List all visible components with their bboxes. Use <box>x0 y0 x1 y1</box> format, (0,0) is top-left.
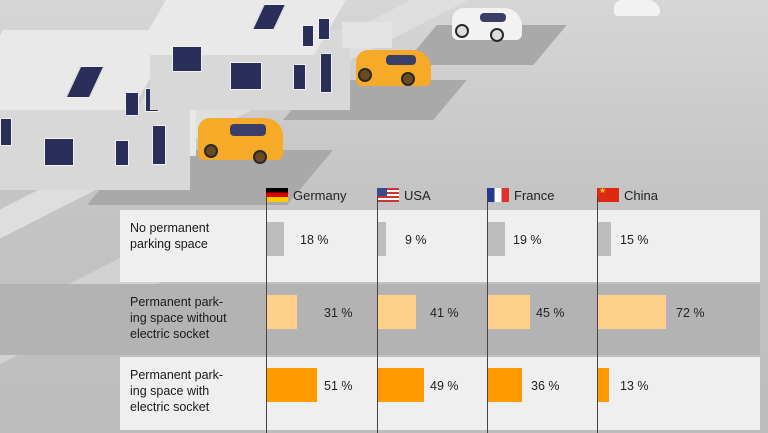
flag-germany-icon <box>266 188 288 202</box>
bar-no-parking-usa <box>378 222 386 256</box>
value-with-socket-germany: 51 % <box>324 379 353 393</box>
bar-without-socket-germany <box>267 295 297 329</box>
flag-france-icon <box>487 188 509 202</box>
value-no-parking-china: 15 % <box>620 233 649 247</box>
label-line: ing space without <box>130 311 227 325</box>
column-header-france: France <box>487 186 554 204</box>
column-label: Germany <box>293 187 347 203</box>
column-header-germany: Germany <box>266 186 346 204</box>
label-line: Permanent park- <box>130 368 224 382</box>
bar-no-parking-china <box>598 222 611 256</box>
column-header-usa: USA <box>377 186 431 204</box>
column-divider <box>266 196 267 433</box>
row-label-no-parking: No permanent parking space <box>130 220 209 252</box>
value-with-socket-china: 13 % <box>620 379 649 393</box>
value-without-socket-germany: 31 % <box>324 306 353 320</box>
column-header-china: China <box>597 186 658 204</box>
label-line: Permanent park- <box>130 295 224 309</box>
value-no-parking-france: 19 % <box>513 233 542 247</box>
orange-car-2 <box>356 50 431 86</box>
row-no-parking-bg <box>120 210 760 282</box>
value-with-socket-france: 36 % <box>531 379 560 393</box>
row-label-without-socket: Permanent park- ing space without electr… <box>130 294 227 342</box>
bar-no-parking-france <box>488 222 505 256</box>
value-no-parking-usa: 9 % <box>405 233 427 247</box>
orange-car-1 <box>198 118 283 164</box>
column-label: China <box>624 187 658 203</box>
column-divider <box>377 196 378 433</box>
white-car-2 <box>614 0 660 16</box>
bar-with-socket-china <box>598 368 609 402</box>
label-line: ing space with <box>130 384 210 398</box>
bar-with-socket-usa <box>378 368 424 402</box>
column-divider <box>487 196 488 433</box>
value-without-socket-france: 45 % <box>536 306 565 320</box>
label-line: parking space <box>130 237 208 251</box>
value-with-socket-usa: 49 % <box>430 379 459 393</box>
value-no-parking-germany: 18 % <box>300 233 329 247</box>
bar-no-parking-germany <box>267 222 284 256</box>
bar-with-socket-france <box>488 368 522 402</box>
label-line: electric socket <box>130 327 210 341</box>
column-divider <box>597 196 598 433</box>
flag-usa-icon <box>377 188 399 202</box>
value-without-socket-china: 72 % <box>676 306 705 320</box>
row-label-with-socket: Permanent park- ing space with electric … <box>130 367 223 415</box>
white-car-1 <box>452 8 522 42</box>
column-label: France <box>514 187 555 203</box>
row-with-socket-bg <box>120 357 760 430</box>
label-line: No permanent <box>130 221 210 235</box>
value-without-socket-usa: 41 % <box>430 306 459 320</box>
flag-china-icon <box>597 186 619 202</box>
label-line: electric socket <box>130 400 210 414</box>
bar-without-socket-france <box>488 295 530 329</box>
bar-without-socket-usa <box>378 295 416 329</box>
column-label: USA <box>404 187 431 203</box>
bar-with-socket-germany <box>267 368 317 402</box>
bar-without-socket-china <box>598 295 666 329</box>
